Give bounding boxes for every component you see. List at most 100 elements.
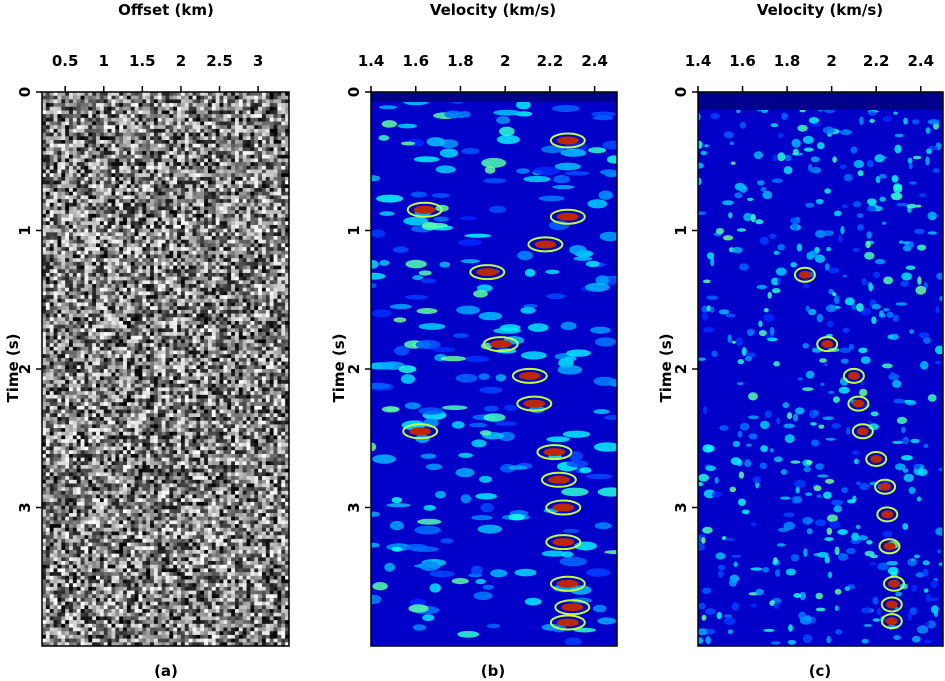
gather-cell	[169, 173, 174, 178]
gather-cell	[53, 165, 58, 170]
gather-cell	[61, 92, 66, 97]
gather-cell	[84, 276, 89, 281]
gather-cell	[254, 287, 259, 292]
gather-cell	[69, 158, 74, 163]
gather-cell	[80, 132, 85, 137]
gather-cell	[92, 361, 97, 366]
gather-cell	[238, 280, 244, 285]
gather-cell	[49, 343, 54, 348]
gather-cell	[80, 284, 85, 289]
gather-cell	[231, 265, 236, 270]
gather-cell	[165, 365, 170, 370]
gather-cell	[215, 206, 220, 211]
gather-cell	[234, 236, 240, 241]
gather-cell	[192, 210, 197, 215]
gather-cell	[277, 184, 282, 189]
gather-cell	[61, 169, 66, 174]
gather-cell	[188, 291, 193, 296]
gather-cell	[84, 151, 89, 156]
gather-cell	[45, 295, 51, 300]
gather-cell	[72, 132, 78, 137]
gather-cell	[196, 265, 201, 270]
gather-cell	[146, 354, 151, 359]
gather-cell	[161, 254, 166, 259]
gather-cell	[80, 217, 85, 222]
gather-cell	[177, 128, 182, 134]
gather-cell	[49, 195, 54, 200]
gather-cell	[258, 103, 263, 108]
gather-cell	[250, 143, 255, 148]
gather-cell	[49, 302, 54, 307]
gather-cell	[227, 302, 232, 307]
gather-cell	[219, 328, 224, 333]
gather-cell	[254, 284, 259, 289]
gather-cell	[69, 261, 74, 266]
gather-cell	[53, 343, 58, 348]
gather-cell	[153, 265, 159, 270]
gather-cell	[146, 332, 151, 337]
gather-cell	[126, 250, 132, 255]
gather-cell	[134, 317, 139, 322]
gather-cell	[258, 287, 263, 292]
gather-cell	[173, 103, 178, 108]
gather-cell	[65, 250, 70, 255]
gather-cell	[273, 369, 278, 374]
gather-cell	[234, 202, 240, 207]
gather-cell	[273, 232, 278, 237]
gather-cell	[138, 217, 143, 222]
gather-cell	[45, 243, 51, 248]
gather-cell	[204, 121, 209, 126]
gather-cell	[103, 302, 109, 307]
gather-cell	[115, 313, 120, 318]
gather-cell	[96, 354, 101, 359]
gather-cell	[215, 302, 220, 307]
gather-cell	[45, 154, 51, 159]
gather-cell	[192, 158, 197, 163]
gather-cell	[119, 280, 124, 285]
gather-cell	[211, 243, 217, 248]
gather-cell	[150, 302, 155, 307]
gather-cell	[157, 369, 163, 374]
gather-cell	[258, 202, 263, 207]
gather-cell	[285, 99, 289, 104]
gather-cell	[42, 332, 47, 337]
gather-cell	[196, 143, 201, 148]
gather-cell	[99, 313, 105, 318]
gather-cell	[173, 313, 178, 318]
gather-cell	[165, 343, 170, 348]
gather-cell	[184, 213, 190, 218]
gather-cell	[115, 143, 120, 148]
gather-cell	[92, 247, 97, 252]
gather-cell	[250, 295, 255, 300]
gather-cell	[211, 302, 217, 307]
gather-cell	[123, 132, 128, 137]
gather-cell	[146, 99, 151, 104]
gather-cell	[107, 188, 112, 193]
gather-cell	[173, 221, 178, 226]
gather-cell	[250, 298, 255, 303]
gather-cell	[80, 361, 85, 366]
gather-cell	[200, 357, 205, 363]
gather-cell	[227, 199, 232, 204]
gather-cell	[45, 110, 51, 115]
gather-cell	[265, 228, 271, 233]
gather-cell	[69, 103, 74, 108]
gather-cell	[211, 176, 217, 182]
gather-cell	[238, 140, 244, 145]
gather-cell	[204, 114, 209, 119]
gather-cell	[84, 269, 89, 274]
gather-cell	[250, 243, 255, 248]
gather-cell	[265, 239, 271, 244]
gather-cell	[285, 291, 289, 296]
gather-cell	[111, 191, 116, 196]
gather-cell	[130, 99, 136, 104]
gather-cell	[61, 365, 66, 370]
gather-cell	[246, 361, 251, 366]
gather-cell	[115, 228, 120, 233]
gather-cell	[107, 254, 112, 259]
gather-cell	[103, 265, 109, 270]
gather-cell	[150, 228, 155, 233]
gather-cell	[107, 335, 112, 340]
gather-cell	[161, 291, 166, 296]
gather-cell	[138, 221, 143, 226]
